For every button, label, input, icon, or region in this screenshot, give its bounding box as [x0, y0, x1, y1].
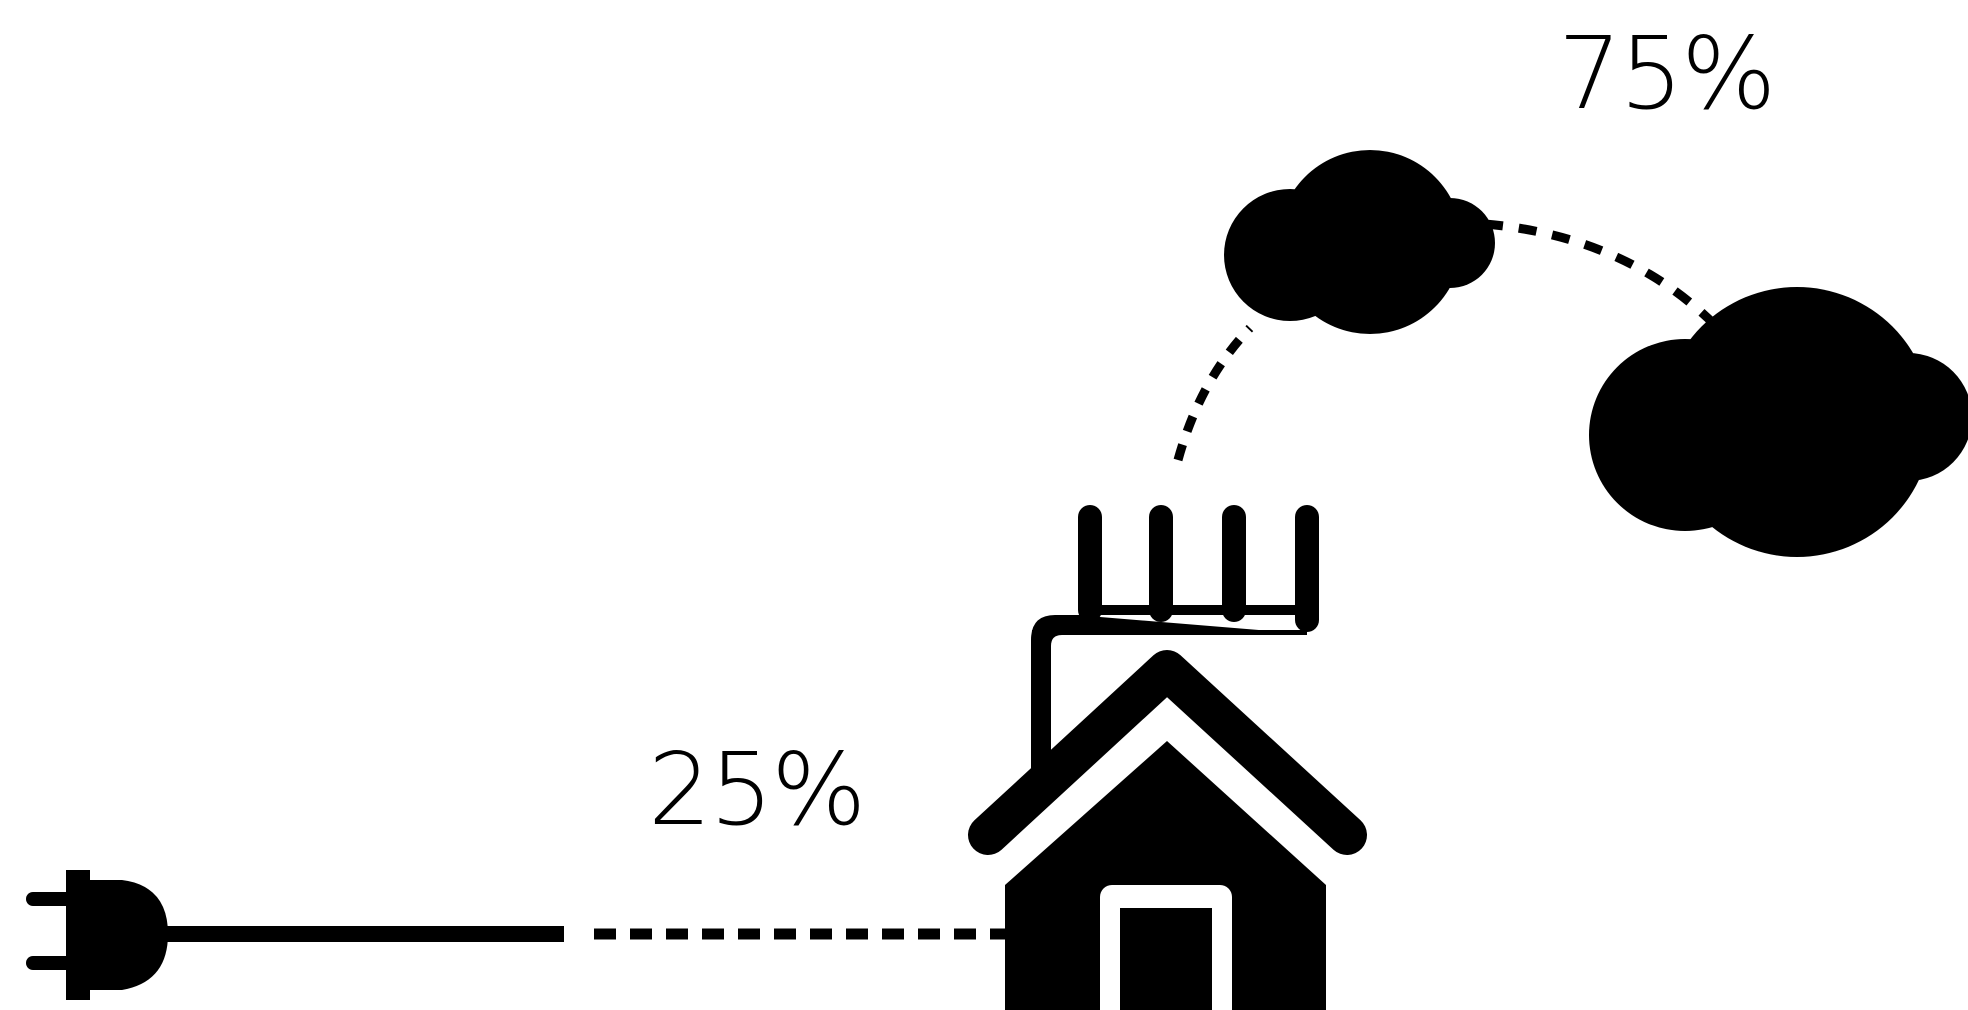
plug-icon: [26, 870, 168, 1000]
cloud-icon: [1589, 287, 1968, 557]
cloud-icon: [1224, 150, 1495, 334]
emissions-share-label: 75%: [1558, 15, 1774, 132]
grid-share-label: 25%: [648, 731, 864, 848]
chimney-icon: [1031, 505, 1319, 783]
emissions-dashed-arc: [1484, 219, 1719, 329]
power-cable: [160, 926, 564, 942]
smoke-dotted-arc: [1173, 324, 1254, 462]
